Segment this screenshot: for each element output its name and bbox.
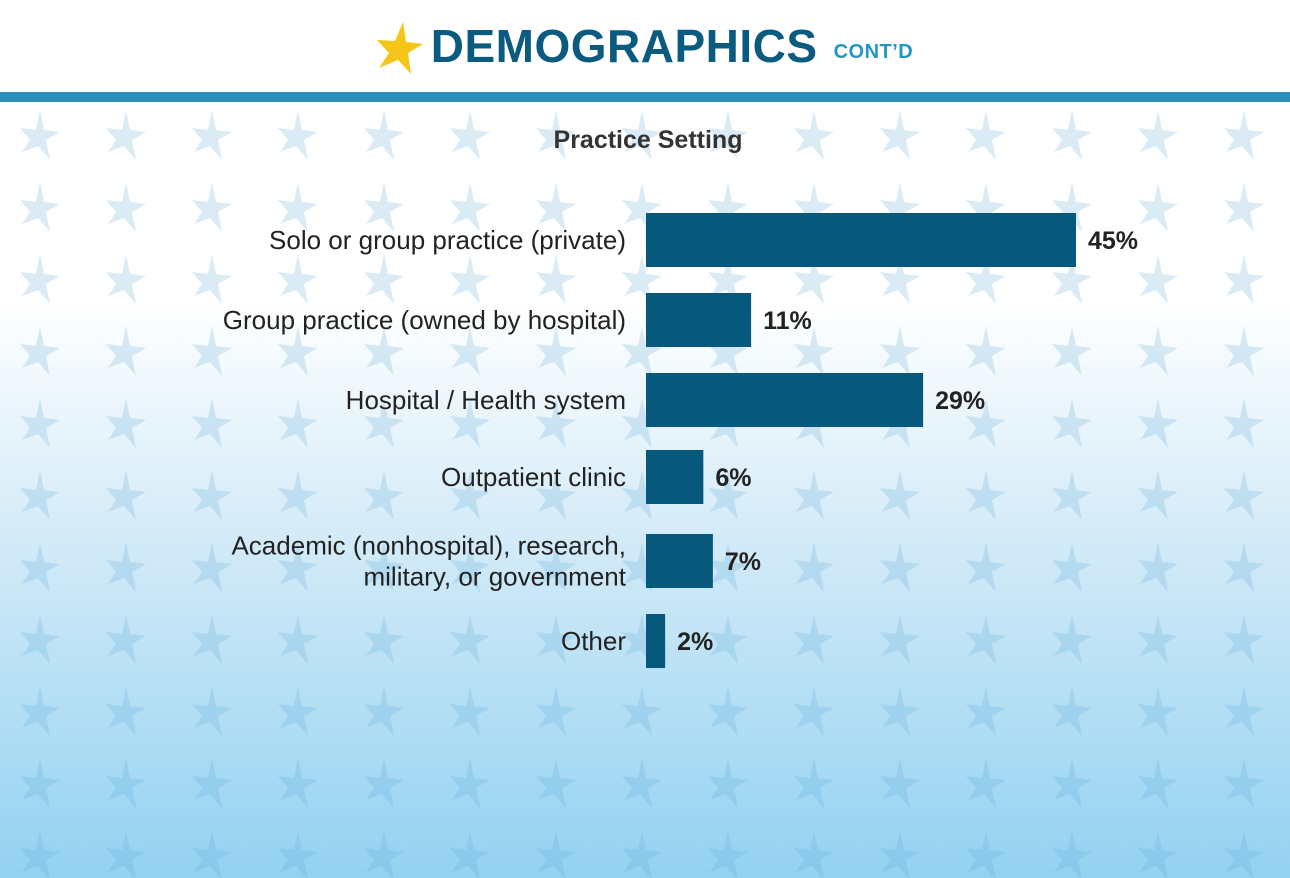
bar-value-label: 11% <box>763 307 812 335</box>
category-label: Outpatient clinic <box>441 462 626 492</box>
bar-value-label: 6% <box>715 464 751 492</box>
chart-title: Practice Setting <box>553 126 743 154</box>
category-label: Hospital / Health system <box>346 385 626 415</box>
bar-value-label: 2% <box>677 628 713 656</box>
bar-value-label: 45% <box>1088 227 1138 255</box>
page-subtitle: CONT’D <box>833 40 914 63</box>
bar <box>646 293 752 347</box>
bar <box>646 614 666 668</box>
category-label: Solo or group practice (private) <box>269 225 626 255</box>
category-label: Academic (nonhospital), research, <box>231 531 626 561</box>
bar <box>646 373 924 427</box>
category-label: Group practice (owned by hospital) <box>223 305 626 335</box>
bar-value-label: 7% <box>725 548 761 576</box>
bar <box>646 450 704 504</box>
page-header: DEMOGRAPHICS CONT’D <box>0 0 1290 92</box>
category-label: Other <box>561 626 626 656</box>
star-icon <box>376 22 423 74</box>
bar <box>646 213 1076 267</box>
header-divider <box>0 92 1290 102</box>
category-label: military, or government <box>364 562 627 592</box>
bar-value-label: 29% <box>935 387 985 415</box>
bar <box>646 534 713 588</box>
page-title: DEMOGRAPHICS <box>430 20 818 72</box>
